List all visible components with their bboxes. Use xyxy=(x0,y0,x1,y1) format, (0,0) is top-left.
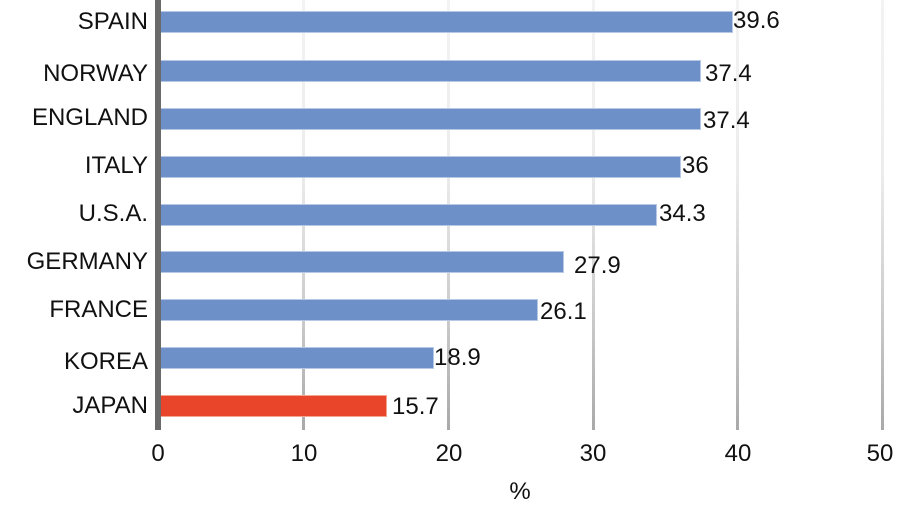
bar-france xyxy=(160,299,538,321)
value-label-korea: 18.9 xyxy=(434,344,481,371)
value-label-usa: 34.3 xyxy=(659,200,706,227)
value-label-japan: 15.7 xyxy=(392,393,439,420)
bar-italy xyxy=(160,156,681,178)
category-label-france: FRANCE xyxy=(49,296,148,323)
category-label-england: ENGLAND xyxy=(31,104,148,131)
value-label-england: 37.4 xyxy=(703,107,750,134)
x-axis-title: % xyxy=(509,478,531,505)
category-label-korea: KOREA xyxy=(63,348,148,375)
bar-norway xyxy=(160,60,701,82)
category-label-spain: SPAIN xyxy=(77,8,148,35)
x-tick-20: 20 xyxy=(435,440,463,467)
category-label-japan: JAPAN xyxy=(72,392,148,419)
x-tick-40: 40 xyxy=(724,440,752,467)
x-tick-10: 10 xyxy=(290,440,318,467)
bar-germany xyxy=(160,251,564,273)
x-tick-50: 50 xyxy=(866,440,894,467)
category-label-italy: ITALY xyxy=(84,152,148,179)
value-label-norway: 37.4 xyxy=(705,60,752,87)
bar-england xyxy=(160,108,701,130)
bar-usa xyxy=(160,204,657,226)
x-tick-30: 30 xyxy=(579,440,607,467)
y-axis-line xyxy=(155,0,161,430)
value-label-germany: 27.9 xyxy=(574,252,621,279)
bar-spain xyxy=(160,11,733,33)
category-label-norway: NORWAY xyxy=(43,60,148,87)
value-label-italy: 36 xyxy=(682,152,709,179)
gridline-50 xyxy=(881,0,884,430)
value-label-spain: 39.6 xyxy=(733,7,780,34)
bar-japan xyxy=(160,395,387,417)
category-label-germany: GERMANY xyxy=(26,248,148,275)
value-label-france: 26.1 xyxy=(540,298,587,325)
bar-korea xyxy=(160,347,434,369)
x-tick-0: 0 xyxy=(151,440,165,467)
gridline-40 xyxy=(736,0,739,430)
category-label-usa: U.S.A. xyxy=(78,200,148,227)
